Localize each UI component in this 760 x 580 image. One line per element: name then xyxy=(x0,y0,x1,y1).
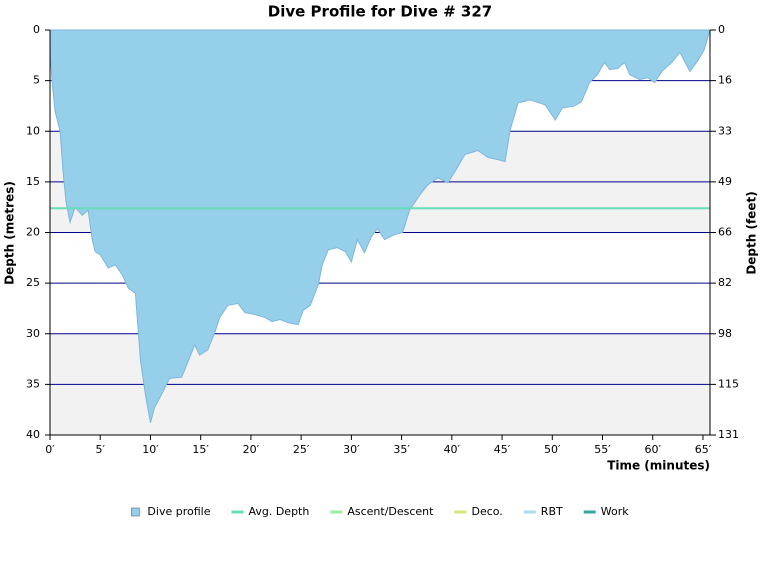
y2-tick-label: 33 xyxy=(718,124,732,137)
x-tick-label: 65′ xyxy=(695,443,712,456)
axis-layer: 0 5 10 15 20 25 30 35 40 0 16 33 49 66 82 98 115 131 0′ 5′ 1… xyxy=(26,23,739,456)
y-tick-label: 40 xyxy=(26,428,40,441)
legend-swatch xyxy=(131,507,140,517)
x-tick-label: 15′ xyxy=(192,443,209,456)
y2-tick-label: 115 xyxy=(718,377,739,390)
y2-tick-label: 16 xyxy=(718,74,732,87)
x-tick-label: 5′ xyxy=(95,443,105,456)
y-tick-label: 30 xyxy=(26,327,40,340)
y-tick-label: 35 xyxy=(26,377,40,390)
y2-tick-label: 82 xyxy=(718,276,732,289)
x-tick-label: 25′ xyxy=(293,443,310,456)
legend-label: Deco. xyxy=(471,505,502,518)
x-tick-label: 55′ xyxy=(594,443,611,456)
legend-label: Ascent/Descent xyxy=(347,505,434,518)
legend-label: RBT xyxy=(541,505,563,518)
y-tick-label: 25 xyxy=(26,276,40,289)
y-tick-label: 10 xyxy=(26,124,40,137)
data-layer xyxy=(49,29,711,423)
y2-tick-label: 66 xyxy=(718,226,732,239)
x-tick-label: 20′ xyxy=(243,443,260,456)
y-tick-label: 15 xyxy=(26,175,40,188)
y2-tick-label: 131 xyxy=(718,428,739,441)
y-tick-label: 5 xyxy=(33,74,40,87)
legend-label: Work xyxy=(601,505,629,518)
chart-title: Dive Profile for Dive # 327 xyxy=(268,3,492,21)
x-tick-label: 60′ xyxy=(644,443,661,456)
x-tick-label: 50′ xyxy=(544,443,561,456)
legend-label: Dive profile xyxy=(147,505,210,518)
x-tick-label: 10′ xyxy=(142,443,159,456)
y-tick-label: 0 xyxy=(33,23,40,36)
x-tick-label: 35′ xyxy=(393,443,410,456)
x-tick-label: 30′ xyxy=(343,443,360,456)
y2-tick-label: 98 xyxy=(718,327,732,340)
legend: Dive profile Avg. Depth Ascent/Descent Deco… xyxy=(131,505,629,518)
x-tick-label: 0′ xyxy=(45,443,55,456)
y-axis-label: Depth (metres) xyxy=(3,181,17,285)
x-tick-label: 40′ xyxy=(444,443,461,456)
y2-axis-label: Depth (feet) xyxy=(745,191,759,274)
legend-label: Avg. Depth xyxy=(248,505,309,518)
y-tick-label: 20 xyxy=(26,226,40,239)
x-axis-label: Time (minutes) xyxy=(607,459,710,473)
x-tick-label: 45′ xyxy=(494,443,511,456)
y2-tick-label: 49 xyxy=(718,175,732,188)
y2-tick-label: 0 xyxy=(718,23,725,36)
area xyxy=(49,29,711,423)
